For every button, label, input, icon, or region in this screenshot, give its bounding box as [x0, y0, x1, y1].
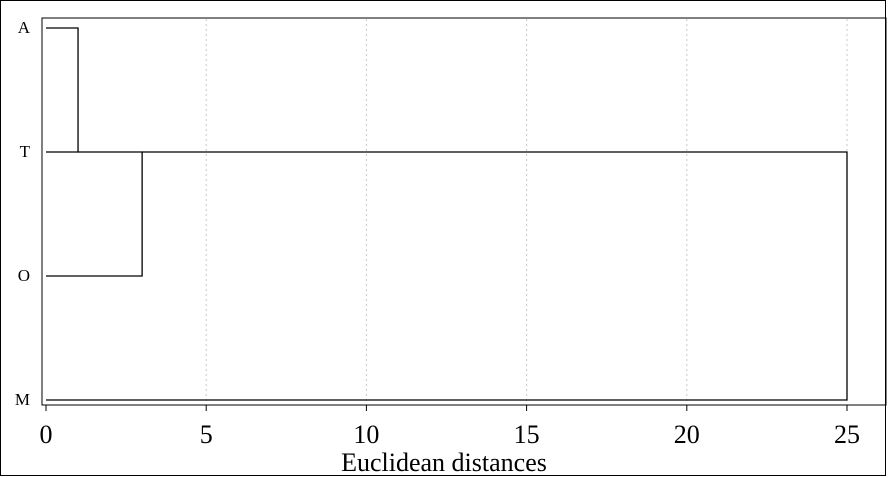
x-tick-label-0: 0: [40, 420, 53, 449]
x-axis-title: Euclidean distances: [341, 448, 547, 477]
x-axis-ticks: 0 5 10 15 20 25: [40, 405, 860, 449]
x-tick-label-15: 15: [514, 420, 540, 449]
x-tick-label-20: 20: [674, 420, 700, 449]
leaf-labels: A T O M: [15, 18, 31, 409]
x-tick-label-10: 10: [353, 420, 379, 449]
x-tick-label-5: 5: [200, 420, 213, 449]
leaf-label-T: T: [20, 142, 31, 161]
merge-link-3: [46, 151, 848, 401]
leaf-label-A: A: [18, 18, 31, 37]
leaf-label-O: O: [18, 266, 30, 285]
grid: [205, 19, 848, 404]
x-tick-label-25: 25: [834, 420, 860, 449]
plot-area: [41, 17, 887, 406]
leaf-label-M: M: [15, 390, 30, 409]
merge-link-1: [46, 27, 79, 153]
dendrogram-links: [46, 27, 848, 401]
merge-link-2: [46, 151, 143, 277]
